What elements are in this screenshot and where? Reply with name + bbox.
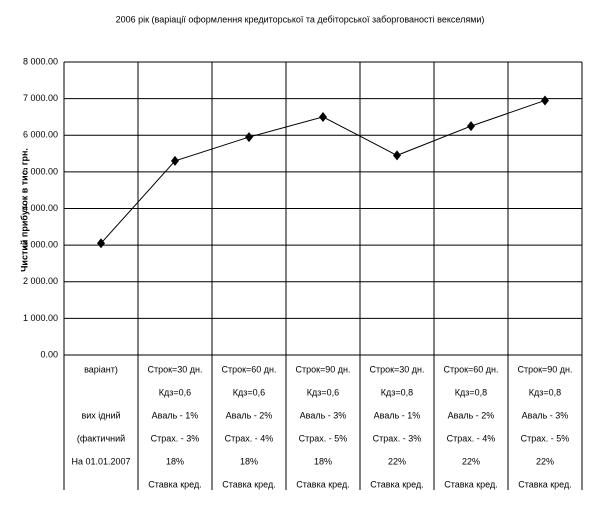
x-tick-label: Страх. - 3% (151, 433, 200, 443)
marker (541, 95, 549, 106)
marker (319, 111, 327, 122)
x-tick-label: Страх. - 5% (521, 433, 570, 443)
x-tick-label: Строк=30 дн. (369, 364, 424, 374)
x-tick-label: Ставка кред. (444, 479, 497, 489)
x-tick-label: варіант) (84, 364, 118, 374)
x-tick-label: 18% (166, 456, 184, 466)
marker (467, 121, 475, 132)
x-tick-label: Ставка кред. (370, 479, 423, 489)
marker (97, 238, 105, 249)
y-tick-label: 8 000.00 (23, 56, 58, 66)
x-tick-label: Аваль - 3% (522, 410, 569, 420)
x-tick-label: Строк=90 дн. (517, 364, 572, 374)
x-tick-label: вих ідний (81, 410, 120, 420)
x-tick-label: Аваль - 1% (374, 410, 421, 420)
y-tick-label: 3 000.00 (23, 240, 58, 250)
x-tick-label: Кдз=0,6 (307, 387, 339, 397)
x-tick-label: 18% (240, 456, 258, 466)
x-tick-label: Аваль - 2% (448, 410, 495, 420)
y-tick-label: 6 000.00 (23, 130, 58, 140)
x-tick-label: Строк=60 дн. (221, 364, 276, 374)
x-tick-label: Ставка кред. (148, 479, 201, 489)
x-tick-label: Ставка кред. (518, 479, 571, 489)
x-tick-label: 22% (462, 456, 480, 466)
y-tick-label: 7 000.00 (23, 93, 58, 103)
x-tick-label: Кдз=0,6 (159, 387, 191, 397)
x-tick-label: Страх. - 4% (447, 433, 496, 443)
x-tick-label: На 01.01.2007 (71, 456, 130, 466)
x-tick-label: Аваль - 2% (226, 410, 273, 420)
x-tick-label: Кдз=0,6 (233, 387, 265, 397)
marker (171, 155, 179, 166)
y-tick-label: 2 000.00 (23, 276, 58, 286)
chart-title: 2006 рік (варіації оформлення кредиторсь… (116, 14, 485, 24)
x-tick-label: Кдз=0,8 (455, 387, 487, 397)
y-tick-label: 4 000.00 (23, 203, 58, 213)
marker (393, 150, 401, 161)
x-tick-label: Кдз=0,8 (529, 387, 561, 397)
y-tick-label: 5 000.00 (23, 166, 58, 176)
x-tick-label: Строк=30 дн. (147, 364, 202, 374)
x-tick-label: 18% (314, 456, 332, 466)
y-tick-label: 1 000.00 (23, 313, 58, 323)
x-tick-label: Ставка кред. (222, 479, 275, 489)
x-tick-label: Кдз=0,8 (381, 387, 413, 397)
x-tick-label: Аваль - 3% (300, 410, 347, 420)
x-tick-label: Страх. - 3% (373, 433, 422, 443)
x-tick-label: Строк=90 дн. (295, 364, 350, 374)
x-tick-label: Страх. - 5% (299, 433, 348, 443)
x-tick-label: Страх. - 4% (225, 433, 274, 443)
x-tick-label: Ставка кред. (296, 479, 349, 489)
x-tick-label: Строк=60 дн. (443, 364, 498, 374)
marker (245, 132, 253, 143)
x-tick-label: Аваль - 1% (152, 410, 199, 420)
x-tick-label: 22% (536, 456, 554, 466)
y-axis-title: Чистий прибуток в тис. грн. (19, 148, 29, 272)
x-tick-label: (фактичний (77, 433, 125, 443)
x-tick-label: 22% (388, 456, 406, 466)
y-tick-label: 0.00 (40, 349, 58, 359)
